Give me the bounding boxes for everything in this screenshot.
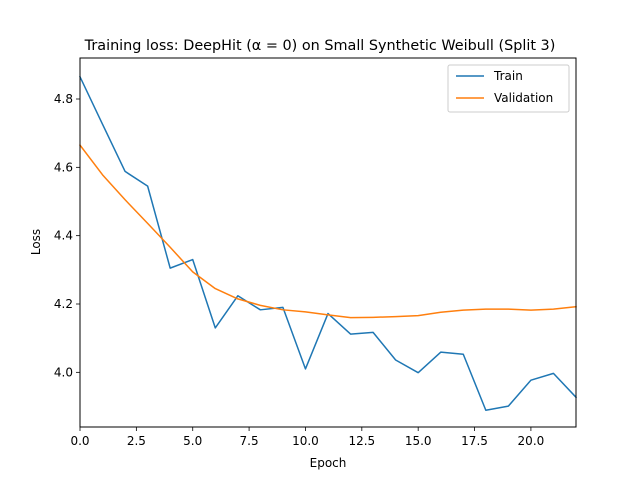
series-layer <box>78 75 578 412</box>
legend: Train Validation <box>447 64 570 113</box>
series-line-validation <box>78 144 577 319</box>
x-tick-label: 2.5 <box>127 434 146 448</box>
x-tick-label: 15.0 <box>405 434 432 448</box>
axes-layer <box>79 57 577 428</box>
chart-title: Training loss: DeepHit (α = 0) on Small … <box>84 38 556 54</box>
y-tick-label: 4.2 <box>54 297 73 311</box>
y-axis-label: Loss <box>29 229 43 255</box>
y-tick-label: 4.4 <box>54 229 73 243</box>
x-tick-label: 7.5 <box>240 434 259 448</box>
y-tick-label: 4.0 <box>54 365 73 379</box>
x-axis-label: Epoch <box>310 456 347 470</box>
x-tick-label: 10.0 <box>292 434 319 448</box>
legend-label-train: Train <box>493 69 523 83</box>
x-tick-label: 5.0 <box>183 434 202 448</box>
plot-background <box>80 58 576 427</box>
x-axis-ticks: 0.0 2.5 5.0 7.5 10.0 12.5 15.0 17.5 20.0 <box>70 427 544 448</box>
x-tick-label: 20.0 <box>518 434 545 448</box>
plot-frame <box>79 57 577 428</box>
x-tick-label: 12.5 <box>348 434 375 448</box>
series-line-train <box>79 75 578 412</box>
x-tick-label: 0.0 <box>70 434 89 448</box>
plot-area <box>80 58 576 427</box>
y-tick-label: 4.6 <box>54 160 73 174</box>
x-tick-label: 17.5 <box>461 434 488 448</box>
legend-label-validation: Validation <box>494 91 553 105</box>
y-tick-label: 4.8 <box>54 92 73 106</box>
y-axis-ticks: 4.0 4.2 4.4 4.6 4.8 <box>54 92 80 379</box>
